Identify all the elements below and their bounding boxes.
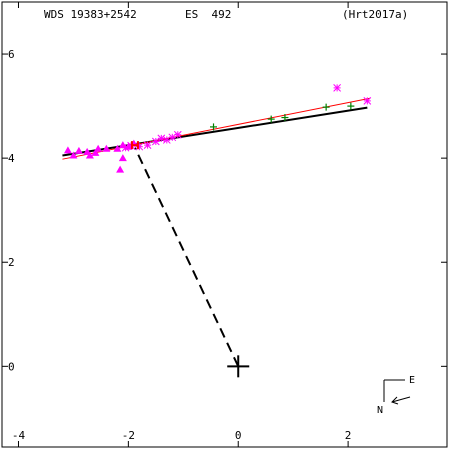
triangle-data-point xyxy=(69,151,78,159)
triangle-data-point xyxy=(74,146,83,154)
y-tick-label: 6 xyxy=(8,48,15,61)
star-data-point xyxy=(168,133,177,142)
plus-data-point xyxy=(210,123,218,131)
discoverer-code: ES 492 xyxy=(185,8,232,21)
star-data-point xyxy=(363,97,372,105)
motion-arrow-shaft xyxy=(391,396,411,403)
connector-dashed-line xyxy=(134,147,240,367)
triangle-data-point xyxy=(63,146,72,154)
linear-fit-line xyxy=(62,97,371,160)
star-data-point xyxy=(143,141,152,149)
x-tick-label: -4 xyxy=(12,429,26,442)
y-tick-label: 2 xyxy=(8,256,15,269)
y-tick-label: 0 xyxy=(8,360,15,373)
compass: E N xyxy=(377,375,415,416)
triangle-data-point xyxy=(94,144,103,152)
compass-north-label: N xyxy=(377,405,383,416)
x-tick-label: 0 xyxy=(235,429,242,442)
plus-data-point xyxy=(322,103,330,111)
star-data-point xyxy=(333,84,341,92)
star-designation: WDS 19383+2542 xyxy=(44,8,137,21)
latest-data-point xyxy=(130,141,139,150)
plus-data-point xyxy=(281,114,289,122)
fit-lines xyxy=(62,97,371,367)
x-tick-label: 2 xyxy=(345,429,352,442)
star-data-point xyxy=(157,134,166,143)
triangle-data-point xyxy=(85,151,94,159)
triangle-data-point xyxy=(91,148,100,156)
triangle-data-point xyxy=(118,154,127,162)
orbit-fit-line xyxy=(62,106,368,157)
triangle-data-point xyxy=(116,165,125,173)
data-points xyxy=(63,84,372,378)
x-tick-label: -2 xyxy=(122,429,135,442)
compass-east-label: E xyxy=(409,375,415,386)
star-data-point xyxy=(121,143,130,152)
star-data-point xyxy=(151,137,160,146)
plus-data-point xyxy=(267,115,275,123)
triangle-data-point xyxy=(113,144,122,152)
motion-arrow-icon xyxy=(391,396,399,405)
triangle-data-point xyxy=(102,144,111,152)
axis-ticks: -4 -2 0 2 0 2 4 6 xyxy=(2,2,447,447)
reference-code: (Hrt2017a) xyxy=(342,8,409,21)
y-tick-label: 4 xyxy=(8,152,15,165)
plus-data-point xyxy=(347,102,355,110)
